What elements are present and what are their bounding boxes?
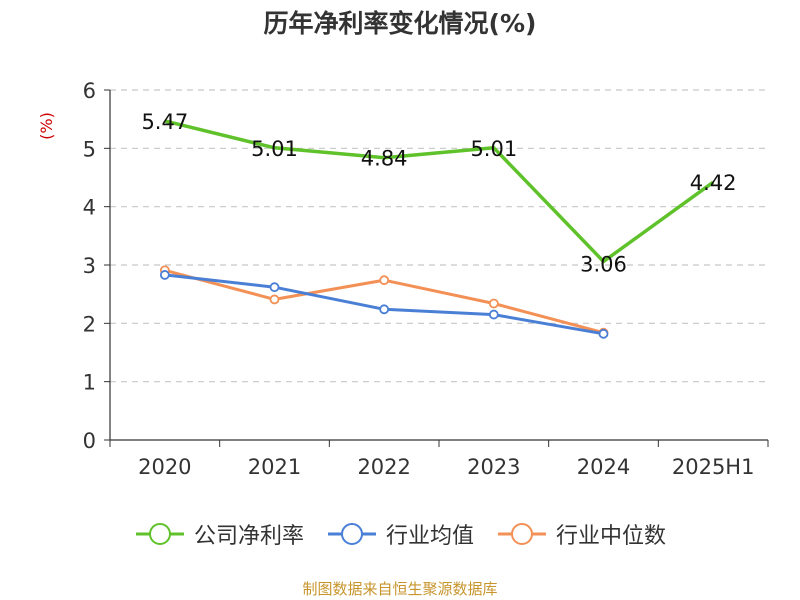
x-tick-label: 2023 (467, 455, 520, 479)
legend-label: 行业中位数 (556, 524, 667, 549)
y-tick-label: 5 (83, 137, 96, 161)
legend: 公司净利率 行业均值 行业中位数 (0, 518, 800, 550)
y-tick-label: 3 (83, 254, 96, 278)
axes: 0 1 2 3 4 5 6 2020 2021 2022 2023 2024 2025H1 (%) (37, 79, 769, 479)
gridlines (110, 89, 768, 383)
series-lines (159, 119, 715, 339)
data-point (269, 294, 280, 305)
x-tick-label: 2020 (138, 455, 191, 479)
series-3 (159, 265, 609, 338)
x-tick-label: 2021 (248, 455, 301, 479)
data-point (159, 270, 170, 280)
data-point (379, 275, 390, 286)
legend-label: 行业均值 (385, 524, 474, 549)
legend-label: 公司净利率 (193, 524, 304, 549)
y-tick-label: 4 (83, 196, 96, 220)
legend-marker-icon (327, 523, 376, 545)
y-tick-label: 2 (83, 312, 96, 336)
data-label: 5.47 (141, 110, 188, 134)
data-point (488, 309, 499, 320)
data-label: 4.84 (361, 147, 408, 171)
y-tick-label: 6 (83, 79, 96, 103)
chart-title: 历年净利率变化情况(%) (263, 9, 537, 38)
x-tick-label: 2022 (357, 455, 410, 479)
data-point (488, 298, 499, 309)
series-2 (159, 270, 609, 339)
y-tick-label: 1 (83, 371, 96, 395)
x-tick-label: 2024 (577, 455, 630, 479)
x-tick-label: 2025H1 (672, 455, 755, 479)
y-tick-label: 0 (83, 429, 96, 453)
legend-item-1[interactable]: 公司净利率 (134, 518, 304, 550)
legend-circle (148, 523, 171, 545)
legend-circle (511, 523, 533, 545)
data-point (598, 328, 609, 339)
legend-marker-icon (135, 523, 184, 545)
legend-marker-icon (498, 523, 546, 545)
data-labels: 5.47 5.01 4.84 5.01 3.06 4.42 (141, 110, 736, 277)
data-label: 3.06 (580, 253, 627, 277)
line-chart: 0 1 2 3 4 5 6 2020 2021 2022 2023 2024 2025H1 (%) 5.4… (37, 79, 769, 479)
data-label: 5.01 (470, 137, 517, 161)
legend-circle (340, 523, 363, 545)
y-axis-title: (%) (37, 112, 56, 140)
series-1 (164, 119, 715, 264)
data-point (269, 282, 280, 293)
legend-item-2[interactable]: 行业均值 (326, 518, 474, 550)
legend-item-3[interactable]: 行业中位数 (496, 518, 666, 550)
data-point (379, 304, 390, 315)
series-line (164, 119, 715, 264)
source-note: 制图数据来自恒生聚源数据库 (302, 580, 498, 598)
data-label: 4.42 (690, 171, 737, 195)
data-label: 5.01 (251, 137, 298, 161)
